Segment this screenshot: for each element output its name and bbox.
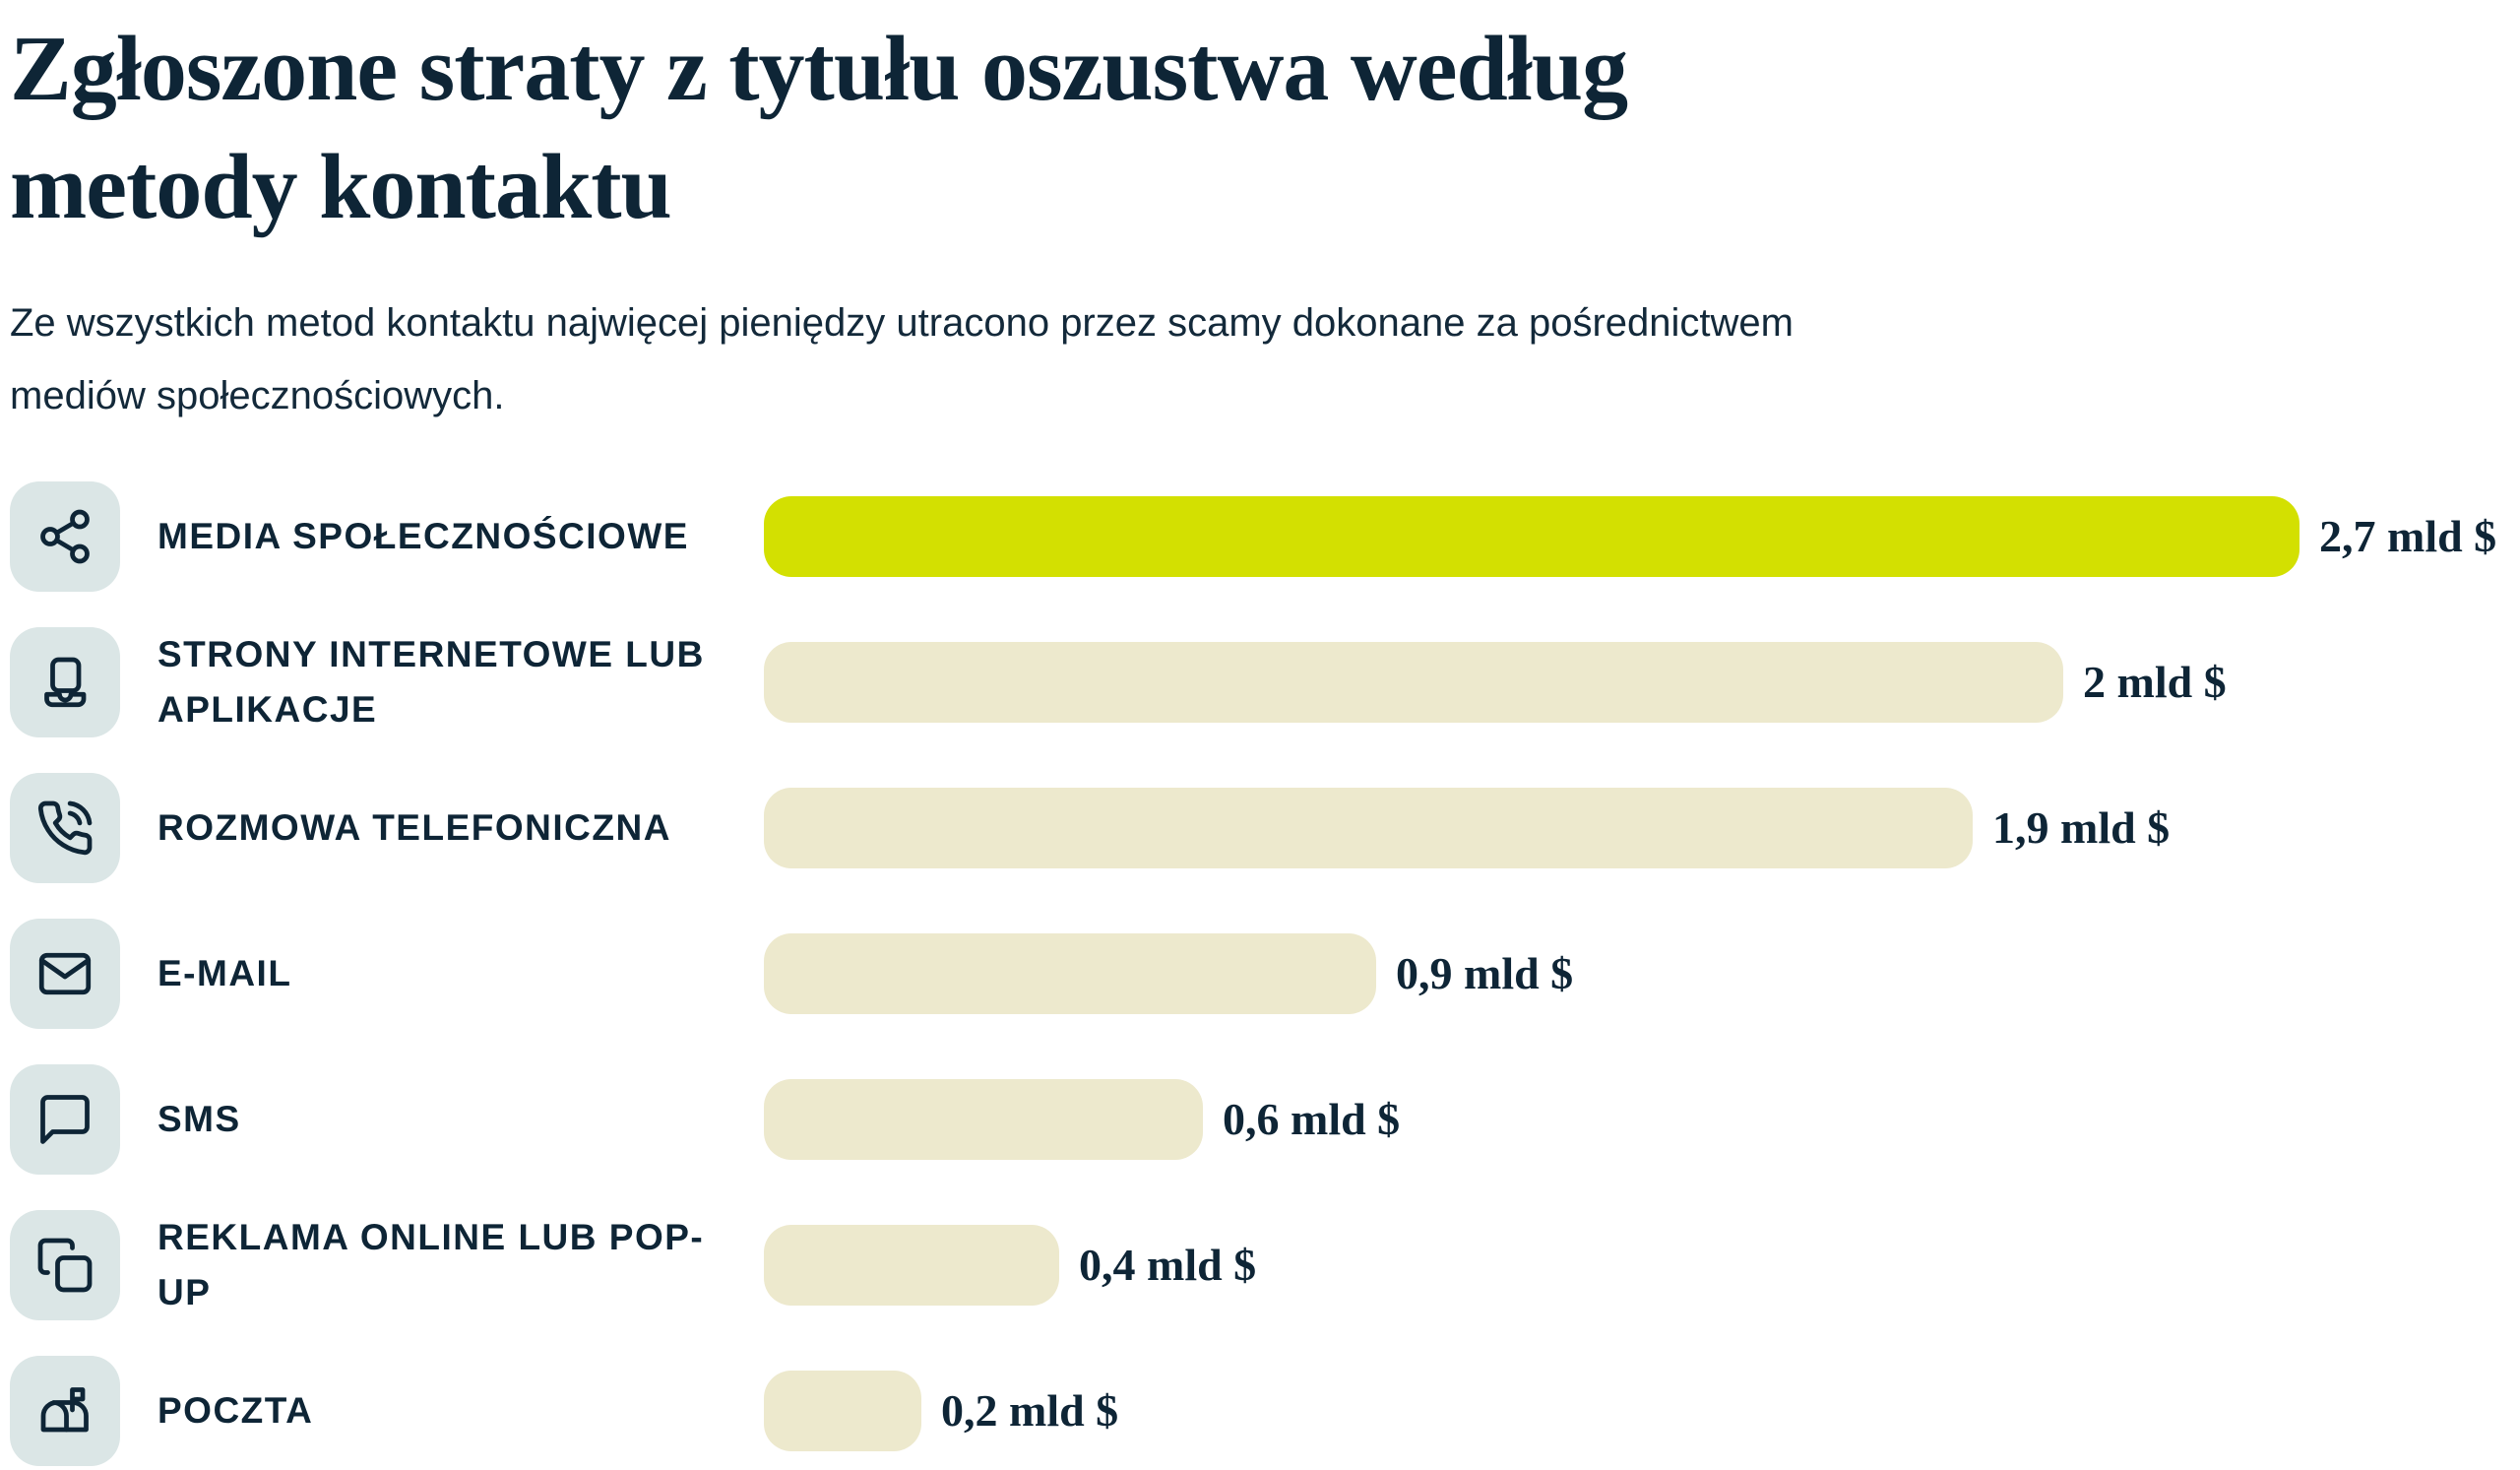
- value-label: 0,2 mld $: [941, 1385, 1119, 1437]
- category-label: E-MAIL: [158, 952, 292, 993]
- bar-chart: MEDIA SPOŁECZNOŚCIOWE 2,7 mld $ STRONY I…: [10, 480, 2520, 1466]
- bar-track: 0,4 mld $: [764, 1210, 2520, 1320]
- bar-track: 0,2 mld $: [764, 1356, 2520, 1466]
- icon-tile: [10, 480, 120, 592]
- page-title: Zgłoszone straty z tytułu oszustwa wedłu…: [10, 10, 2490, 247]
- mailbox-icon: [35, 1381, 94, 1440]
- bar-track: 0,6 mld $: [764, 1064, 2520, 1175]
- icon-tile: [10, 1063, 120, 1175]
- page-title-line1: Zgłoszone straty z tytułu oszustwa wedłu…: [10, 18, 1628, 120]
- bar: [764, 641, 2063, 723]
- chart-row: POCZTA 0,2 mld $: [10, 1355, 2520, 1466]
- bar: [764, 1224, 1059, 1306]
- value-label: 2,7 mld $: [2319, 511, 2497, 562]
- icon-tile: [10, 1209, 120, 1320]
- icon-tile: [10, 626, 120, 737]
- page-subtitle-line2: mediów społecznościowych.: [10, 373, 505, 417]
- bar-track: 0,9 mld $: [764, 919, 2520, 1029]
- mail-icon: [35, 944, 94, 1003]
- page-subtitle-line1: Ze wszystkich metod kontaktu najwięcej p…: [10, 300, 1794, 345]
- value-label: 2 mld $: [2083, 657, 2227, 708]
- icon-tile: [10, 918, 120, 1029]
- chat-bubble-icon: [35, 1090, 94, 1149]
- category-label: STRONY INTERNETOWE LUB APLIKACJE: [158, 634, 705, 730]
- category-label: ROZMOWA TELEFONICZNA: [158, 806, 671, 848]
- chart-row: SMS 0,6 mld $: [10, 1063, 2520, 1175]
- icon-tile: [10, 1355, 120, 1466]
- chart-row: MEDIA SPOŁECZNOŚCIOWE 2,7 mld $: [10, 480, 2520, 592]
- share-icon: [35, 507, 94, 566]
- chart-row: STRONY INTERNETOWE LUB APLIKACJE 2 mld $: [10, 626, 2520, 737]
- category-label: SMS: [158, 1098, 241, 1139]
- chart-row: E-MAIL 0,9 mld $: [10, 918, 2520, 1029]
- chart-row: ROZMOWA TELEFONICZNA 1,9 mld $: [10, 772, 2520, 883]
- laptop-icon: [35, 653, 94, 712]
- value-label: 0,6 mld $: [1223, 1094, 1401, 1145]
- bar: [764, 932, 1376, 1014]
- category-label: REKLAMA ONLINE LUB POP-UP: [158, 1217, 705, 1312]
- page-title-line2: metody kontaktu: [10, 136, 672, 239]
- bar-track: 2,7 mld $: [764, 481, 2520, 592]
- chart-row: REKLAMA ONLINE LUB POP-UP 0,4 mld $: [10, 1209, 2520, 1320]
- bar: [764, 787, 1973, 868]
- popup-windows-icon: [35, 1236, 94, 1295]
- bar-track: 1,9 mld $: [764, 773, 2520, 883]
- value-label: 0,9 mld $: [1396, 948, 1574, 999]
- icon-tile: [10, 772, 120, 883]
- category-label: MEDIA SPOŁECZNOŚCIOWE: [158, 515, 689, 556]
- phone-call-icon: [35, 799, 94, 858]
- value-label: 1,9 mld $: [1992, 802, 2171, 854]
- bar-track: 2 mld $: [764, 627, 2520, 737]
- value-label: 0,4 mld $: [1079, 1240, 1257, 1291]
- bar: [764, 1078, 1203, 1160]
- bar: [764, 495, 2300, 577]
- page-subtitle: Ze wszystkich metod kontaktu najwięcej p…: [10, 287, 2500, 432]
- category-label: POCZTA: [158, 1389, 314, 1431]
- bar: [764, 1370, 921, 1451]
